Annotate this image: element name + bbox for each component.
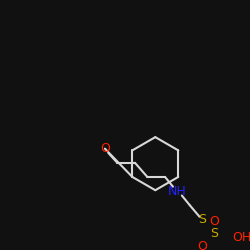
Text: O: O xyxy=(197,240,207,250)
Text: OH: OH xyxy=(232,232,250,244)
Text: O: O xyxy=(210,215,220,228)
Text: S: S xyxy=(198,213,206,226)
Text: S: S xyxy=(210,227,218,240)
Text: NH: NH xyxy=(168,184,187,198)
Text: O: O xyxy=(100,142,110,155)
